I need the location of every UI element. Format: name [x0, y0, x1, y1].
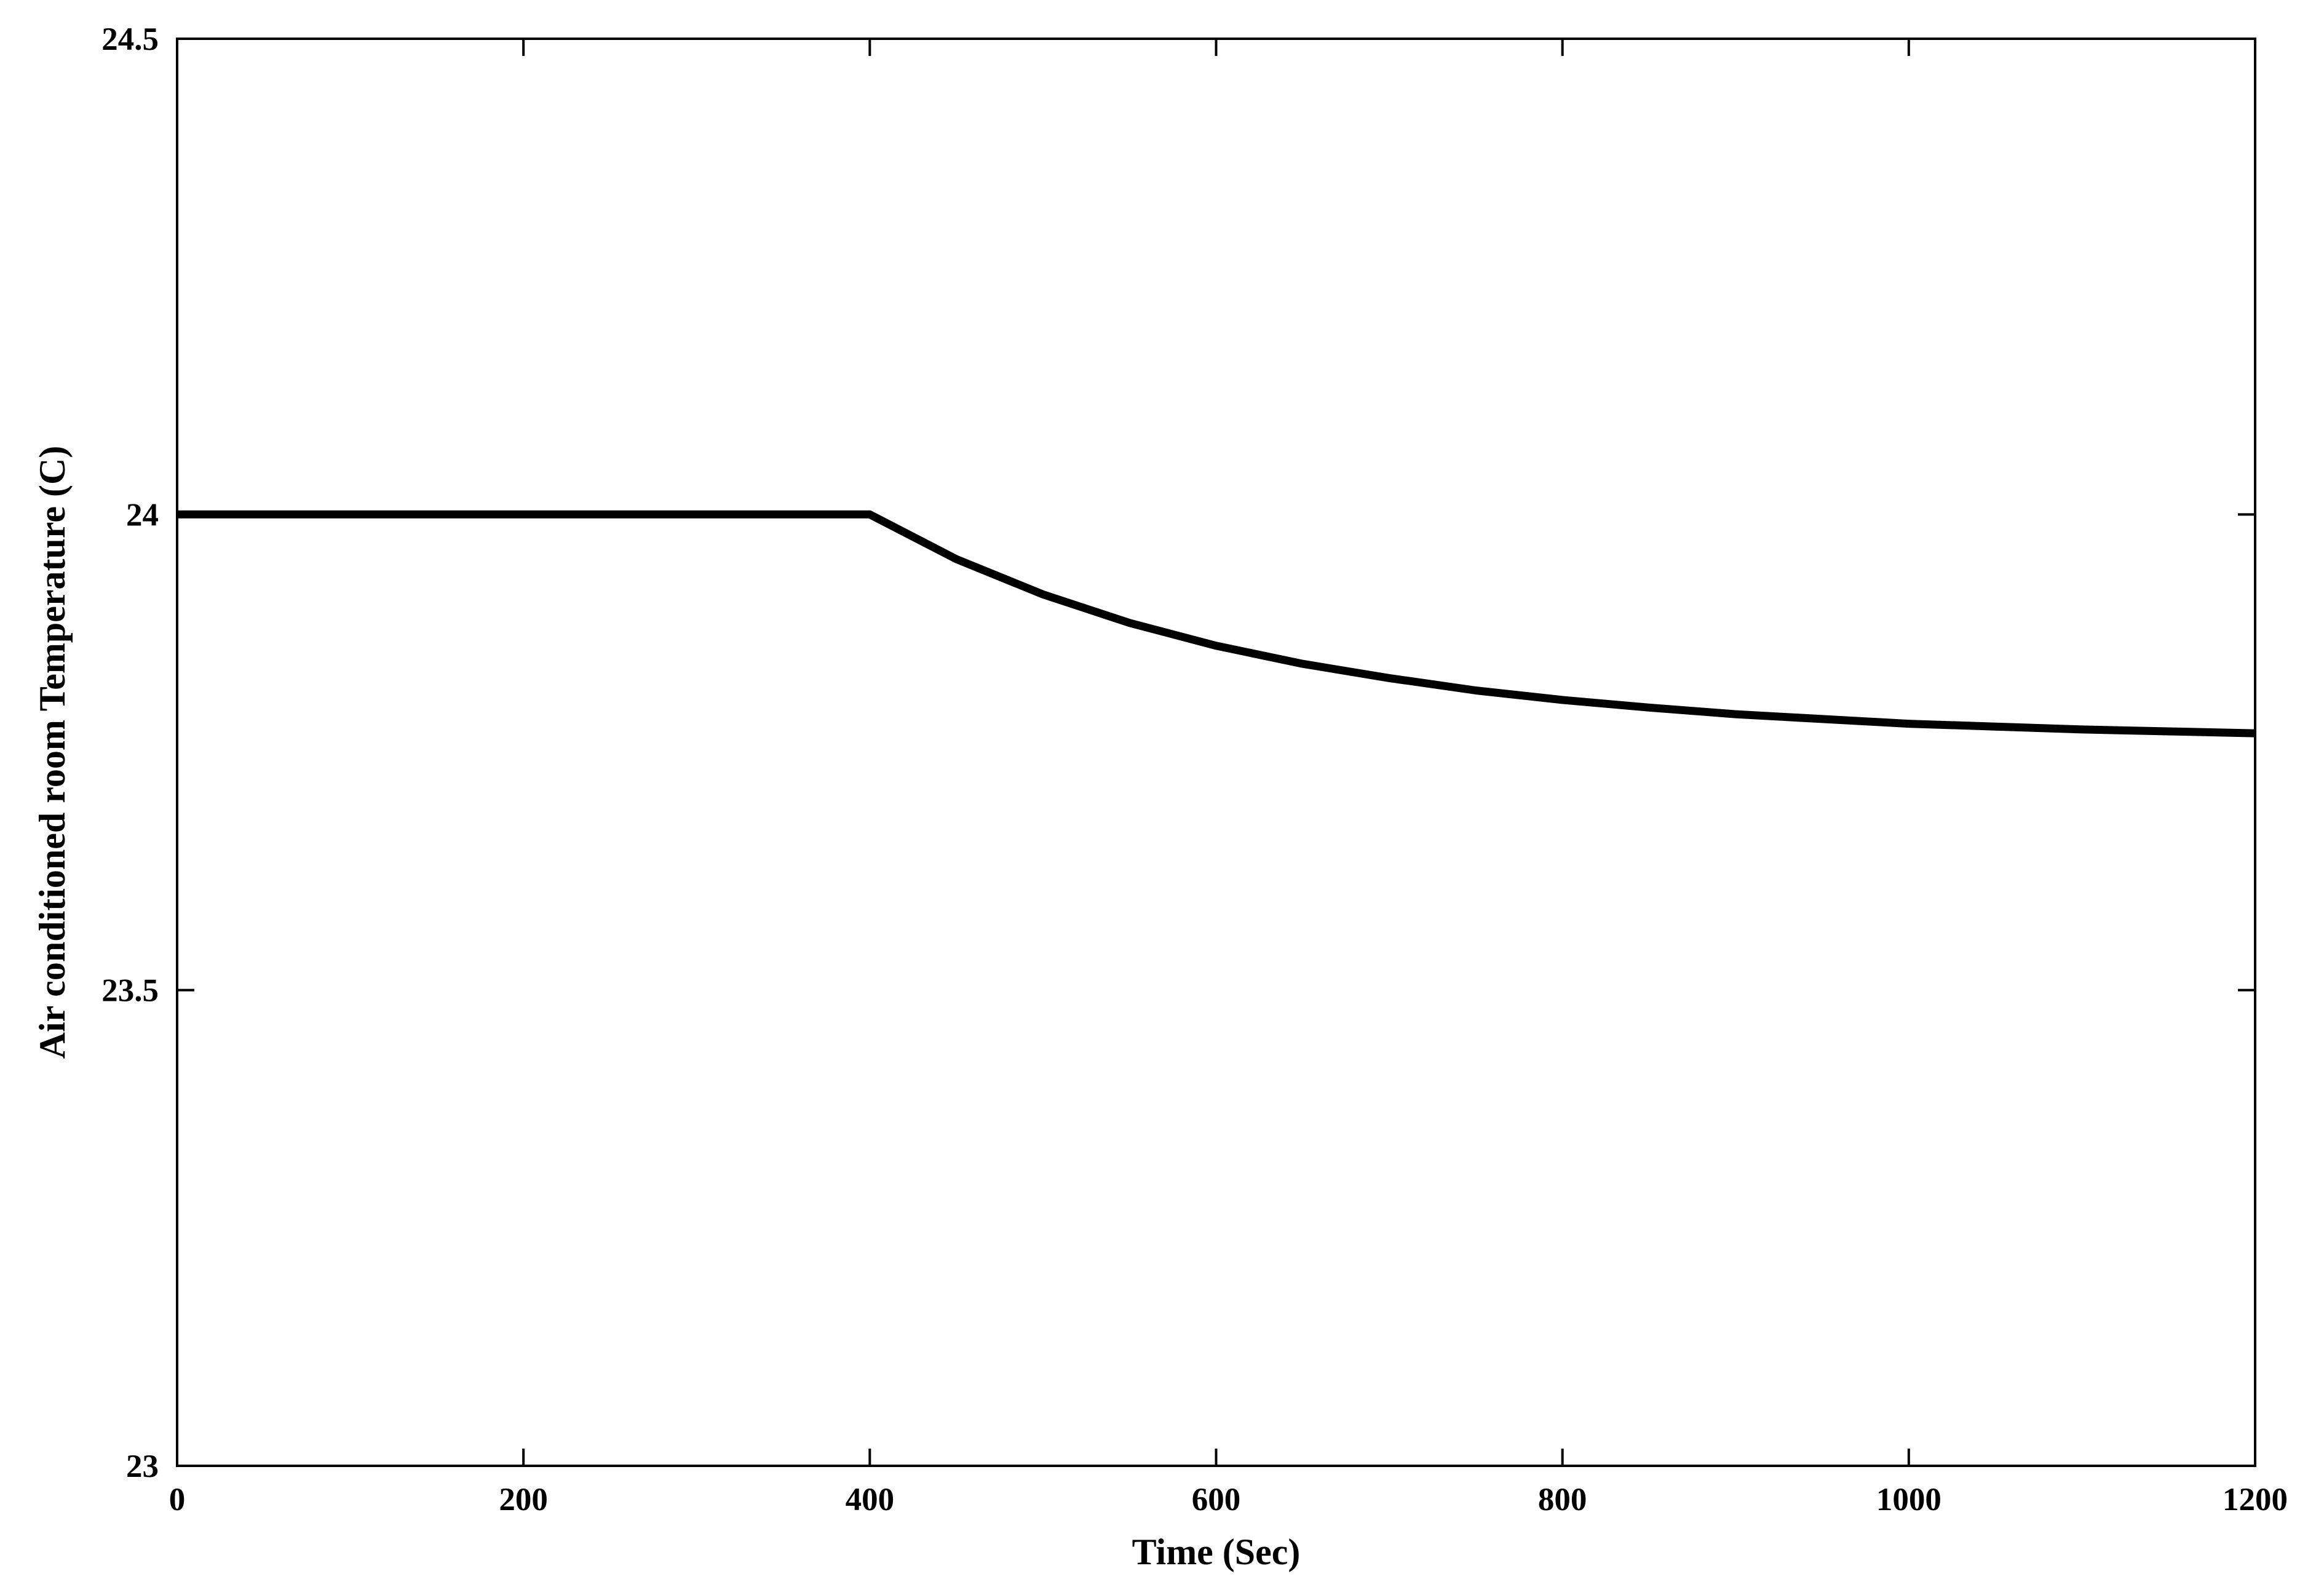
y-axis-label: Air conditioned room Temperature (C)	[32, 446, 73, 1059]
y-tick-label: 23.5	[101, 973, 159, 1009]
y-tick-label: 24	[126, 497, 159, 533]
plot-area-frame	[176, 38, 2256, 1467]
series-line	[177, 510, 2256, 738]
x-tick-label: 1200	[2223, 1482, 2288, 1517]
x-tick-label: 800	[1538, 1482, 1587, 1517]
y-tick-label: 24.5	[101, 22, 159, 57]
x-tick-label: 400	[846, 1482, 895, 1517]
x-tick-label: 200	[499, 1482, 548, 1517]
axis-ticks	[176, 38, 2256, 1467]
x-tick-label: 1000	[1876, 1482, 1941, 1517]
y-tick-label: 23	[126, 1449, 159, 1484]
tick-labels: 0 200 400 600 800 1000 1200 23 23.5 24 24.5	[101, 22, 2288, 1517]
x-tick-label: 0	[169, 1482, 186, 1517]
series-group	[177, 510, 2256, 738]
x-tick-label: 600	[1192, 1482, 1241, 1517]
x-axis-label: Time (Sec)	[1132, 1532, 1301, 1572]
